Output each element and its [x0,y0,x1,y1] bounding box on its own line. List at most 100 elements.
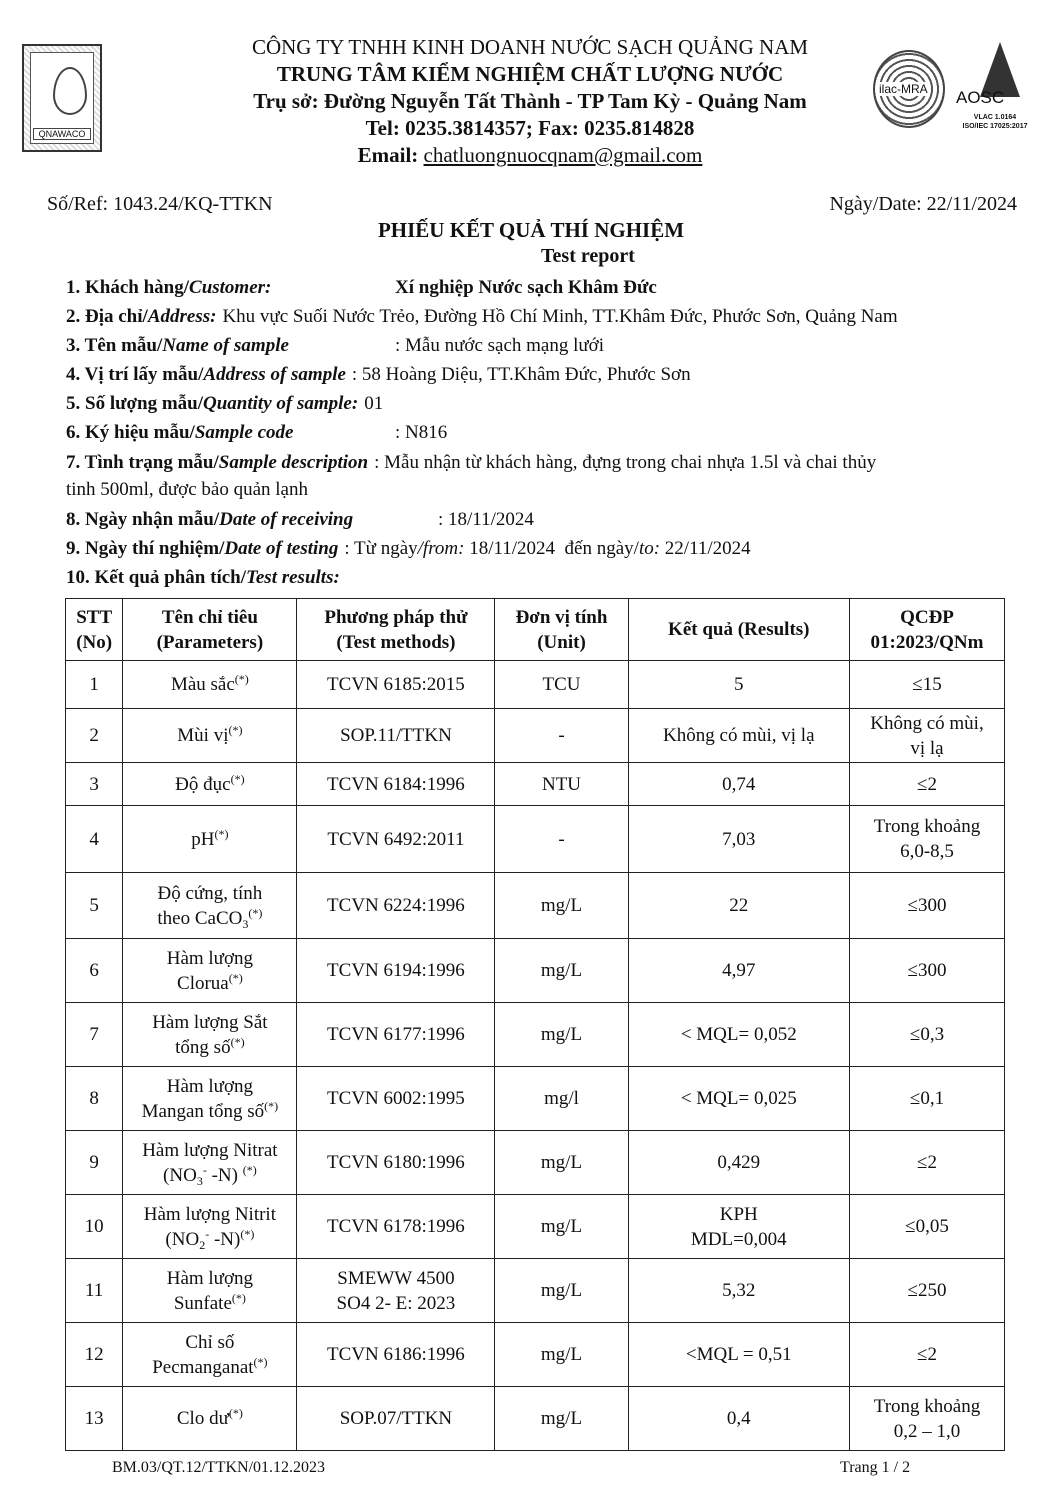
test-method-line: TCVN 6186:1996 [327,1344,465,1365]
parameter-line: (NO3- -N) (*) [126,1163,293,1188]
info-label: 4. Vị trí lấy mẫu/ [66,364,204,385]
text: (NO [163,1164,197,1186]
qnawaco-logo: QNAWACO [22,44,102,152]
table-row: 10 Hàm lượng Nitrit (NO2- -N)(*) TCVN 6178:… [64,1194,1006,1259]
superscript: (*) [253,1354,268,1369]
row-number: 10 [64,1194,124,1259]
result-line: 7,03 [722,828,756,850]
info-label-en: Address: [147,306,217,327]
test-method-line: TCVN 6224:1996 [327,895,465,916]
email-link[interactable]: chatluongnuocqnam@gmail.com [423,143,703,167]
header-line: STT [76,606,113,628]
info-value-group: 01 [364,393,383,414]
standard-limit-line: 6,0-8,5 [900,841,954,862]
standard-limit-line: ≤0,05 [905,1216,949,1237]
unit: mg/L [494,1258,629,1323]
unit: mg/L [494,1322,629,1387]
parameter-line: Hàm lượng Nitrit [126,1202,293,1227]
row-number: 5 [64,872,124,939]
phone: Tel: 0235.3814357; Fax: 0235.814828 [365,116,695,140]
column-header: Phương pháp thử (Test methods) [296,598,496,661]
ilac-mra-logo: ilac-MRA [873,50,945,128]
result: KPH MDL=0,004 [627,1194,850,1259]
header-line: (Parameters) [156,631,264,653]
text: theo CaCO [157,907,243,929]
unit: TCU [494,660,629,709]
info-line: 9. Ngày thí nghiệm/Date of testing: Từ n… [66,537,1026,561]
test-method: TCVN 6178:1996 [296,1194,496,1259]
test-method-line: SO4 2- E: 2023 [336,1292,456,1314]
unit: mg/L [494,1130,629,1195]
result: 5,32 [627,1258,850,1323]
info-label: 3. Tên mẫu/ [66,335,163,356]
parameter-line: Clorua(*) [126,971,293,996]
subscript: 3 [196,1173,203,1188]
result: < MQL= 0,025 [627,1066,850,1131]
standard-limit-line: ≤2 [917,1344,937,1365]
row-number: 1 [64,660,124,709]
parameter-line: Pecmanganat(*) [126,1355,293,1380]
info-value: Xí nghiệp Nước sạch Khâm Đức [395,277,657,298]
info-label-en: Customer: [189,277,272,298]
header-line: Đơn vị tính [515,606,608,628]
test-method: TCVN 6002:1995 [296,1066,496,1131]
parameter-name: Hàm lượng Sắt tổng số(*) [122,1002,298,1067]
row-number: 12 [64,1322,124,1387]
form-code: BM.03/QT.12/TTKN/01.12.2023 [112,1459,326,1476]
superscript: - [205,1226,210,1241]
standard-limit: ≤0,05 [848,1194,1006,1259]
column-header: Đơn vị tính (Unit) [494,598,629,661]
result-line: 22 [729,895,749,916]
result: <MQL = 0,51 [627,1322,850,1387]
unit: NTU [494,762,629,806]
test-method-line: TCVN 6002:1995 [327,1088,465,1109]
parameter-name: Độ đục(*) [122,762,298,806]
report-title: PHIẾU KẾT QUẢ THÍ NGHIỆM [377,218,685,242]
info-label-en: Date of testing [224,538,339,559]
parameter-line: (NO2- -N)(*) [126,1227,293,1252]
test-method: TCVN 6186:1996 [296,1322,496,1387]
table-row: 7 Hàm lượng Sắt tổng số(*) TCVN 6177:1996 mg… [64,1002,1006,1067]
info-value-group: : Mẫu nước sạch mạng lưới [395,334,604,358]
standard-limit: ≤0,1 [848,1066,1006,1131]
test-method-line: TCVN 6194:1996 [327,960,465,981]
test-method-line: SMEWW 4500 [337,1267,455,1289]
result: 22 [627,872,850,939]
info-line: 7. Tình trạng mẫu/Sample description: Mẫ… [66,451,1026,475]
parameter-line: Sunfate(*) [126,1291,293,1316]
results-table: STT (No) Tên chỉ tiêu (Parameters) Phương ph… [64,598,1006,1451]
info-value: 01 [364,393,384,414]
result-line: 5,32 [722,1280,756,1301]
info-value: : 58 Hoàng Diệu, TT.Khâm Đức, Phước Sơn [351,364,691,385]
table-row: 3 Độ đục(*) TCVN 6184:1996 NTU 0,74 ≤2 [64,762,1006,806]
info-value: : Từ ngày [344,538,418,559]
parameter-line: Hàm lượng Sắt [126,1010,293,1035]
row-number: 13 [64,1386,124,1451]
text: (NO [165,1228,200,1250]
info-value: : N816 [395,422,448,443]
info-value: Khu vực Suối Nước Trẻo, Đường Hồ Chí Min… [222,306,898,327]
info-label-en: Date of receiving [219,509,354,530]
result-line: < MQL= 0,052 [680,1024,797,1045]
info-value: : 18/11/2024 [438,509,534,530]
text: Mangan tổng số [141,1100,265,1122]
to-date: 22/11/2024 [660,538,751,559]
table-row: 8 Hàm lượng Mangan tổng số(*) TCVN 6002:199… [64,1066,1006,1131]
parameter-line: Màu sắc(*) [126,672,293,697]
info-value-group: Khu vực Suối Nước Trẻo, Đường Hồ Chí Min… [222,306,897,327]
header-line: Phương pháp thử [324,606,468,628]
parameter-line: theo CaCO3(*) [126,906,293,931]
parameter-name: Chỉ số Pecmanganat(*) [122,1322,298,1387]
superscript: (*) [248,905,263,920]
unit: mg/L [494,938,629,1003]
text: Hàm lượng [166,1267,254,1289]
column-header: Kết quả (Results) [627,598,850,661]
test-method: TCVN 6224:1996 [296,872,496,939]
result-line: 0,429 [717,1152,761,1173]
text: -N) [209,1228,241,1250]
info-label-en: Sample code [194,422,294,443]
unit: mg/L [494,872,629,939]
superscript: (*) [242,1162,257,1177]
parameter-name: Mùi vị(*) [122,708,298,763]
header-line: (No) [76,631,113,653]
